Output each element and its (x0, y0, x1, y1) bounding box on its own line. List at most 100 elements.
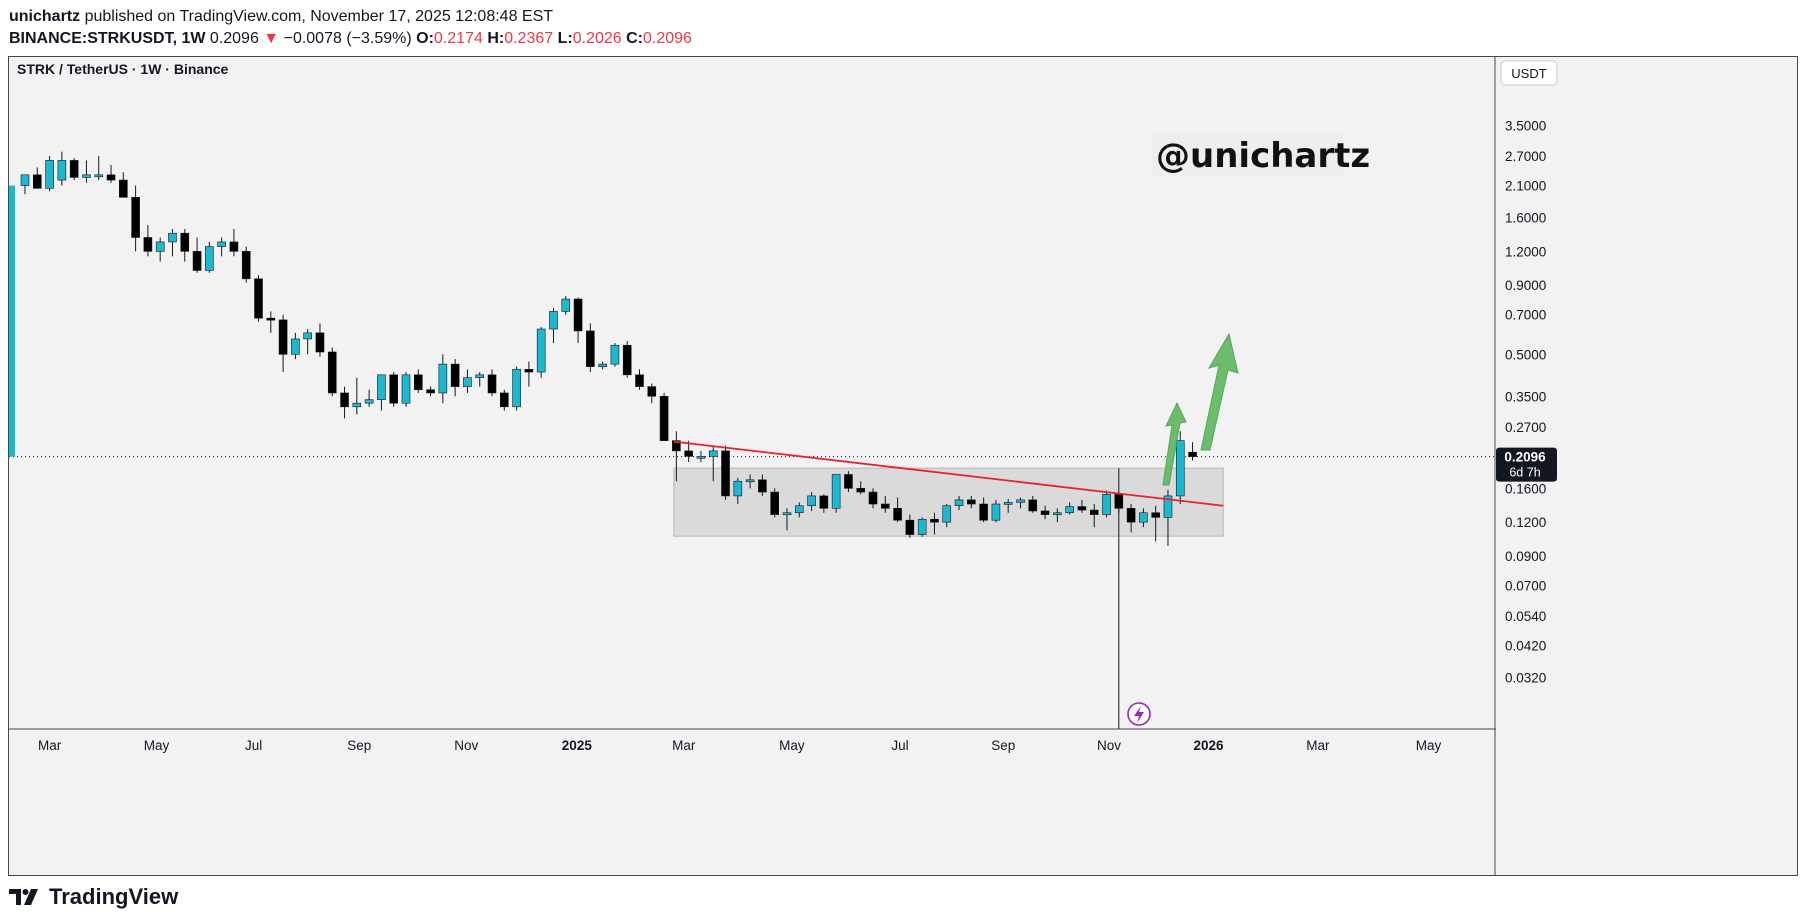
candle[interactable] (586, 323, 595, 373)
candle[interactable] (856, 481, 866, 495)
chart-frame[interactable]: STRK / TetherUS · 1W · Binance @unichartz… (8, 56, 1798, 876)
candle[interactable] (303, 329, 312, 355)
candle[interactable] (266, 311, 276, 333)
candle[interactable] (475, 372, 485, 387)
candle[interactable] (254, 275, 263, 322)
candle[interactable] (1065, 502, 1074, 515)
candle[interactable] (450, 359, 460, 397)
candle[interactable] (291, 332, 300, 360)
candle[interactable] (155, 237, 165, 262)
candle[interactable] (647, 383, 657, 404)
candle[interactable] (500, 389, 509, 411)
candle[interactable] (794, 502, 804, 518)
candle[interactable] (967, 495, 976, 509)
candle[interactable] (1089, 504, 1099, 528)
candle[interactable] (721, 445, 730, 500)
candle[interactable] (979, 497, 988, 523)
currency-pill[interactable] (1500, 60, 1558, 86)
candle[interactable] (561, 296, 571, 315)
candle[interactable] (180, 229, 190, 262)
candle[interactable] (1188, 442, 1197, 461)
candle[interactable] (229, 229, 239, 257)
candle[interactable] (389, 372, 399, 407)
candle[interactable] (364, 389, 374, 407)
candle[interactable] (524, 361, 534, 387)
candle[interactable] (106, 165, 116, 183)
bullish-candle-body (598, 363, 607, 368)
candle[interactable] (536, 327, 546, 378)
candle[interactable] (880, 495, 890, 513)
candle[interactable] (20, 174, 30, 195)
candle[interactable] (241, 246, 251, 283)
candle[interactable] (893, 497, 902, 523)
candle[interactable] (758, 474, 767, 496)
candle[interactable] (659, 392, 669, 441)
candle[interactable] (770, 488, 779, 518)
candle[interactable] (1003, 499, 1013, 513)
candle[interactable] (352, 377, 362, 415)
candle[interactable] (438, 354, 448, 404)
candle[interactable] (315, 323, 325, 357)
candle[interactable] (1151, 505, 1160, 542)
candle[interactable] (463, 369, 472, 393)
candle[interactable] (635, 369, 644, 390)
descending-trendline[interactable] (673, 440, 1224, 507)
candle[interactable] (413, 369, 423, 393)
candle[interactable] (708, 445, 718, 482)
candle[interactable] (930, 512, 939, 535)
candle[interactable] (45, 155, 54, 192)
candle[interactable] (69, 158, 79, 181)
candle[interactable] (954, 495, 964, 511)
candle[interactable] (168, 229, 177, 257)
candle[interactable] (82, 160, 91, 183)
candle[interactable] (377, 374, 386, 411)
candle[interactable] (1016, 497, 1025, 509)
candle[interactable] (192, 237, 202, 273)
candle[interactable] (131, 185, 140, 252)
candle[interactable] (782, 508, 792, 531)
candle[interactable] (844, 471, 853, 493)
candle[interactable] (598, 361, 607, 370)
candle[interactable] (1102, 490, 1111, 518)
candle[interactable] (745, 474, 755, 489)
candle[interactable] (733, 477, 743, 505)
candle[interactable] (991, 499, 1001, 523)
candle[interactable] (32, 167, 42, 189)
candle[interactable] (327, 347, 337, 397)
price-chart[interactable]: STRK / TetherUS · 1W · Binance @unichartz… (9, 57, 1797, 875)
candle[interactable] (819, 494, 829, 513)
candle[interactable] (1077, 499, 1087, 513)
candle[interactable] (217, 237, 226, 257)
candle[interactable] (487, 369, 497, 397)
candle[interactable] (278, 314, 288, 373)
candle[interactable] (868, 488, 878, 509)
candle[interactable] (696, 450, 706, 463)
candle[interactable] (942, 504, 952, 528)
candle[interactable] (205, 241, 214, 273)
candle[interactable] (1028, 495, 1038, 513)
candle[interactable] (549, 308, 558, 344)
candle[interactable] (1053, 508, 1062, 523)
candle[interactable] (573, 297, 583, 344)
candle[interactable] (119, 172, 128, 198)
tradingview-logo[interactable]: TradingView (9, 884, 178, 910)
candle[interactable] (143, 225, 153, 257)
candle[interactable] (1126, 504, 1136, 533)
candle[interactable] (905, 514, 915, 538)
candle[interactable] (401, 372, 411, 407)
candle[interactable] (831, 474, 841, 513)
candle[interactable] (1175, 431, 1185, 505)
candle[interactable] (94, 155, 104, 181)
candle[interactable] (622, 340, 632, 378)
candle[interactable] (1040, 505, 1050, 520)
candle[interactable] (57, 151, 67, 186)
candle[interactable] (917, 517, 927, 537)
candle[interactable] (610, 343, 620, 367)
candle[interactable] (807, 492, 816, 511)
author-name[interactable]: unichartz (9, 8, 81, 25)
candle[interactable] (512, 366, 521, 411)
candle[interactable] (426, 386, 435, 397)
candle[interactable] (340, 386, 349, 419)
candle[interactable] (1139, 508, 1148, 528)
candle[interactable] (672, 431, 681, 482)
